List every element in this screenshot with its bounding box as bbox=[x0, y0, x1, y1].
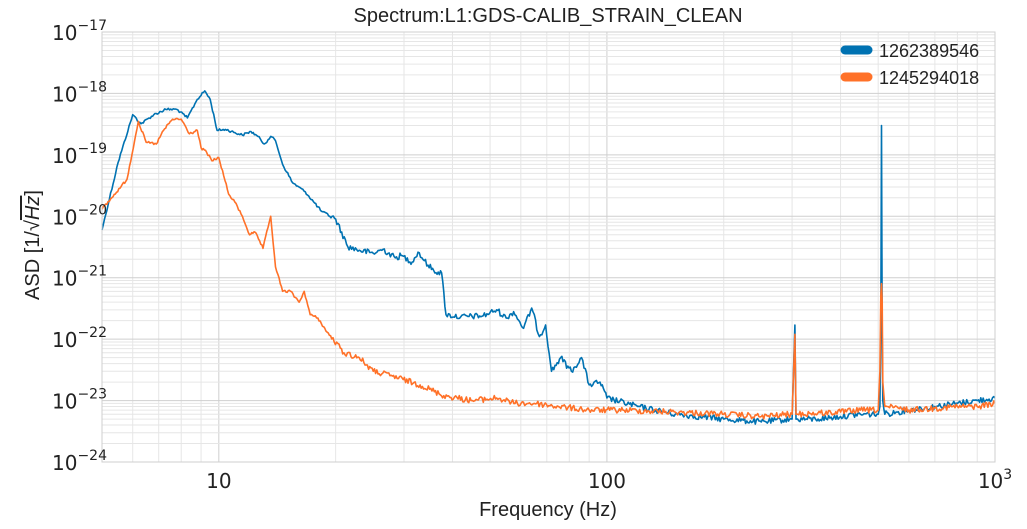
y-tick-base: 10 bbox=[52, 390, 77, 414]
y-tick-exponent: −22 bbox=[77, 325, 107, 341]
plot-frame bbox=[101, 31, 996, 463]
y-tick-label: 10−18 bbox=[52, 79, 107, 106]
y-tick-base: 10 bbox=[52, 267, 77, 291]
x-tick-exponent: 3 bbox=[1003, 467, 1012, 483]
x-tick-base: 100 bbox=[588, 469, 626, 493]
chart-title: Spectrum:L1:GDS-CALIB_STRAIN_CLEAN bbox=[353, 5, 742, 27]
series-layer bbox=[101, 90, 996, 425]
x-tick-label: 10 bbox=[206, 469, 231, 493]
series-line-1245294018 bbox=[101, 117, 996, 420]
y-axis-label-unit: Hz bbox=[22, 196, 44, 220]
svg-text:ASD [1/√Hz]: ASD [1/√Hz] bbox=[22, 190, 44, 300]
tick-layer: 10 100 10310−2410−2310−2210−2110−2010−1910… bbox=[52, 18, 1012, 493]
y-tick-label: 10−24 bbox=[52, 448, 107, 475]
y-tick-exponent: −23 bbox=[77, 387, 107, 403]
legend-label: 1262389546 bbox=[879, 41, 979, 61]
y-axis-label-prefix: ASD [1/√ bbox=[22, 220, 44, 300]
y-tick-base: 10 bbox=[52, 82, 77, 106]
y-tick-label: 10−21 bbox=[52, 264, 107, 291]
x-axis-label: Frequency (Hz) bbox=[479, 499, 617, 521]
y-tick-exponent: −21 bbox=[77, 264, 107, 280]
x-tick-label: 100 bbox=[588, 469, 626, 493]
plot-area bbox=[102, 32, 995, 462]
y-axis-label: ASD [1/√Hz] bbox=[22, 190, 44, 300]
y-tick-base: 10 bbox=[52, 328, 77, 352]
legend-label: 1245294018 bbox=[879, 68, 979, 88]
y-tick-label: 10−23 bbox=[52, 387, 107, 414]
y-tick-exponent: −19 bbox=[77, 141, 107, 157]
x-tick-base: 10 bbox=[206, 469, 231, 493]
y-tick-base: 10 bbox=[52, 205, 77, 229]
x-tick-base: 10 bbox=[978, 469, 1003, 493]
x-tick-label: 103 bbox=[978, 467, 1012, 493]
y-tick-label: 10−22 bbox=[52, 325, 107, 352]
y-tick-exponent: −24 bbox=[77, 448, 107, 464]
grid-layer bbox=[101, 32, 995, 463]
y-tick-label: 10−17 bbox=[52, 18, 107, 45]
y-axis-label-suffix: ] bbox=[22, 190, 44, 196]
y-tick-exponent: −20 bbox=[77, 202, 107, 218]
y-tick-exponent: −17 bbox=[77, 18, 107, 34]
y-tick-base: 10 bbox=[52, 144, 77, 168]
y-tick-exponent: −18 bbox=[77, 79, 107, 95]
y-tick-label: 10−19 bbox=[52, 141, 107, 168]
series-line-1262389546 bbox=[101, 90, 996, 425]
y-tick-base: 10 bbox=[52, 21, 77, 45]
legend: 1262389546 1245294018 bbox=[840, 41, 979, 88]
y-tick-base: 10 bbox=[52, 451, 77, 475]
y-tick-label: 10−20 bbox=[52, 202, 107, 229]
